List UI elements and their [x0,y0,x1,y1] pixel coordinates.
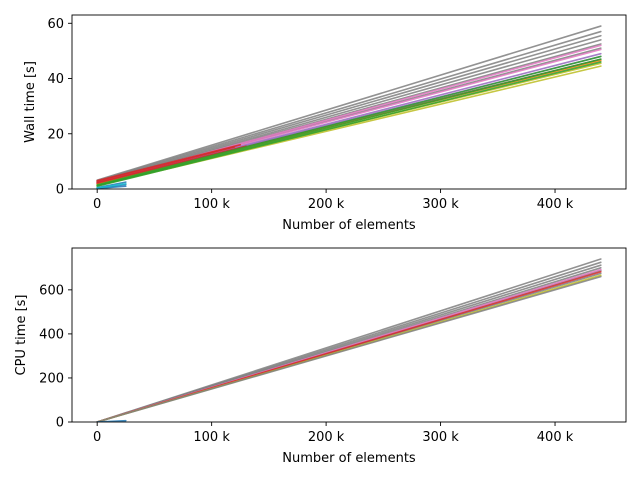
wall-time-chart: 0 100 k 200 k 300 k 400 k 0 20 40 60 Number of el… [23,14,627,233]
cpu-series-line-9 [96,275,602,422]
cpu-x-axis-label: Number of elements [282,451,416,466]
cpu-x-tick-label-2: 200 k [308,430,345,445]
wall-y-tick-label-0: 0 [56,183,64,198]
wall-axes-frame [71,14,627,190]
wall-y-tick-label-1: 20 [47,127,64,142]
wall-series-line-18 [96,58,602,187]
wall-x-tick-label-1: 100 k [193,197,230,212]
wall-series-line-22 [96,185,127,189]
wall-series-line-1 [96,30,602,182]
wall-series-line-13 [96,146,236,183]
wall-series-line-2 [96,34,602,183]
wall-x-tick-label-2: 200 k [308,197,345,212]
wall-x-tick-label-0: 0 [93,197,101,212]
cpu-y-tick-label-1: 200 [39,371,64,386]
wall-x-tick-label-4: 400 k [537,197,574,212]
wall-series-line-23 [96,182,127,189]
cpu-axes-frame [71,247,627,423]
wall-x-tick-label-3: 300 k [422,197,459,212]
wall-y-tick-label-3: 60 [47,17,64,32]
wall-series-line-14 [96,145,247,184]
wall-series-line-3 [96,39,602,183]
wall-series-line-19 [96,61,602,188]
cpu-x-tick-label-0: 0 [93,430,101,445]
wall-series-group [96,25,602,189]
wall-x-axis-label: Number of elements [282,218,416,233]
cpu-x-tick-label-4: 400 k [537,430,574,445]
cpu-y-tick-label-3: 600 [39,283,64,298]
wall-series-line-17 [96,55,602,186]
cpu-y-axis-label: CPU time [s] [14,295,29,376]
cpu-y-tick-label-0: 0 [56,416,64,431]
cpu-time-chart: 0 100 k 200 k 300 k 400 k 0 200 400 600 Number of… [14,247,627,466]
cpu-y-tick-label-2: 400 [39,327,64,342]
wall-y-axis-label: Wall time [s] [23,61,38,143]
cpu-x-tick-label-3: 300 k [422,430,459,445]
wall-series-line-0 [96,25,602,181]
wall-y-tick-label-2: 40 [47,72,64,87]
cpu-x-tick-label-1: 100 k [193,430,230,445]
